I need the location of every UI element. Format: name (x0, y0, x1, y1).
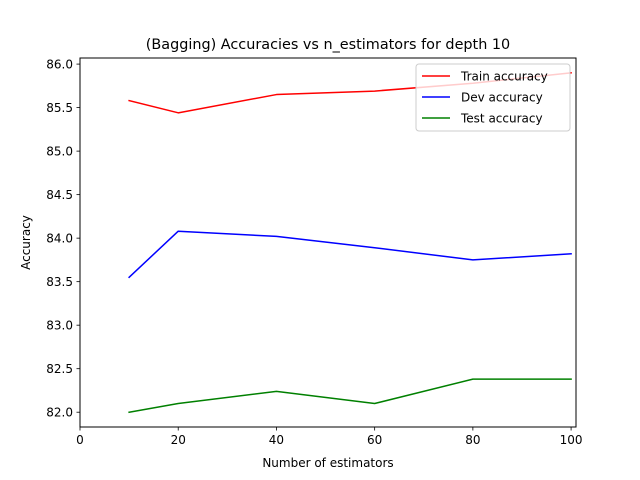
x-tick-label: 80 (465, 433, 480, 447)
y-tick-label: 84.5 (46, 188, 73, 202)
y-tick-label: 82.5 (46, 362, 73, 376)
plot-frame (79, 57, 577, 428)
y-tick-label: 84.0 (46, 231, 73, 245)
y-axis: 82.0 82.5 83.0 83.5 84.0 84.5 85.0 85.5 86.0 (46, 57, 80, 420)
x-tick-label: 0 (76, 433, 84, 447)
y-tick-label: 83.5 (46, 275, 73, 289)
legend-box (415, 63, 571, 132)
x-tick-label: 20 (171, 433, 186, 447)
y-tick-label: 85.5 (46, 101, 73, 115)
y-tick-label: 86.0 (46, 57, 73, 71)
x-tick-label: 60 (367, 433, 382, 447)
series-line-2 (128, 230, 572, 279)
legend-label-3: Test accuracy (460, 111, 543, 125)
x-tick-label: 100 (560, 433, 583, 447)
y-tick-label: 82.0 (46, 406, 73, 420)
x-axis: 0 20 40 60 80 100 (76, 427, 583, 447)
series-line-3 (128, 378, 572, 414)
legend-label-1: Train accuracy (460, 69, 548, 83)
y-tick-label: 83.0 (46, 318, 73, 332)
x-axis-title: Number of estimators (262, 456, 393, 470)
x-tick-label: 40 (269, 433, 284, 447)
y-axis-title: Accuracy (19, 215, 33, 270)
y-tick-label: 85.0 (46, 144, 73, 158)
legend: Train accuracy Dev accuracy Test accuracy (415, 63, 571, 132)
legend-label-2: Dev accuracy (461, 90, 543, 104)
chart-title: (Bagging) Accuracies vs n_estimators for… (146, 37, 510, 53)
